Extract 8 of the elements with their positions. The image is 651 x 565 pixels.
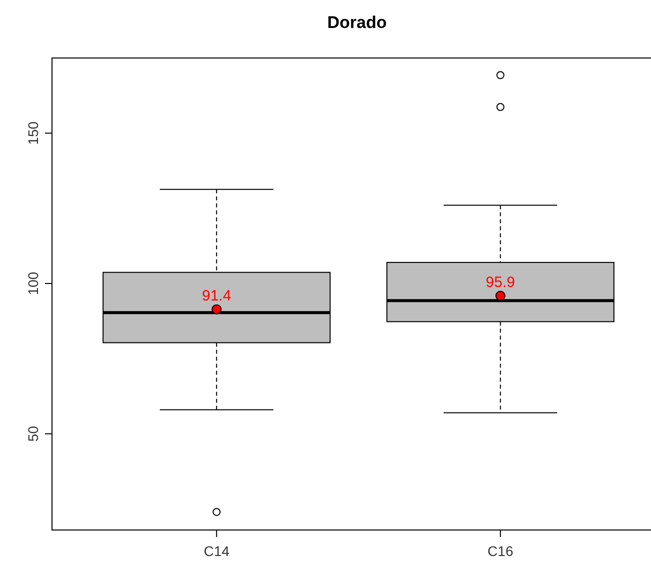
y-tick-label: 150 bbox=[25, 121, 41, 145]
annotation: 95.9 bbox=[486, 274, 515, 291]
x-tick-label: C14 bbox=[204, 543, 230, 559]
y-tick-label: 100 bbox=[25, 272, 41, 296]
chart-title: Dorado bbox=[327, 13, 387, 32]
annotation: 91.4 bbox=[202, 287, 232, 304]
x-tick-label: C16 bbox=[488, 543, 514, 559]
y-tick-label: 50 bbox=[25, 426, 41, 442]
